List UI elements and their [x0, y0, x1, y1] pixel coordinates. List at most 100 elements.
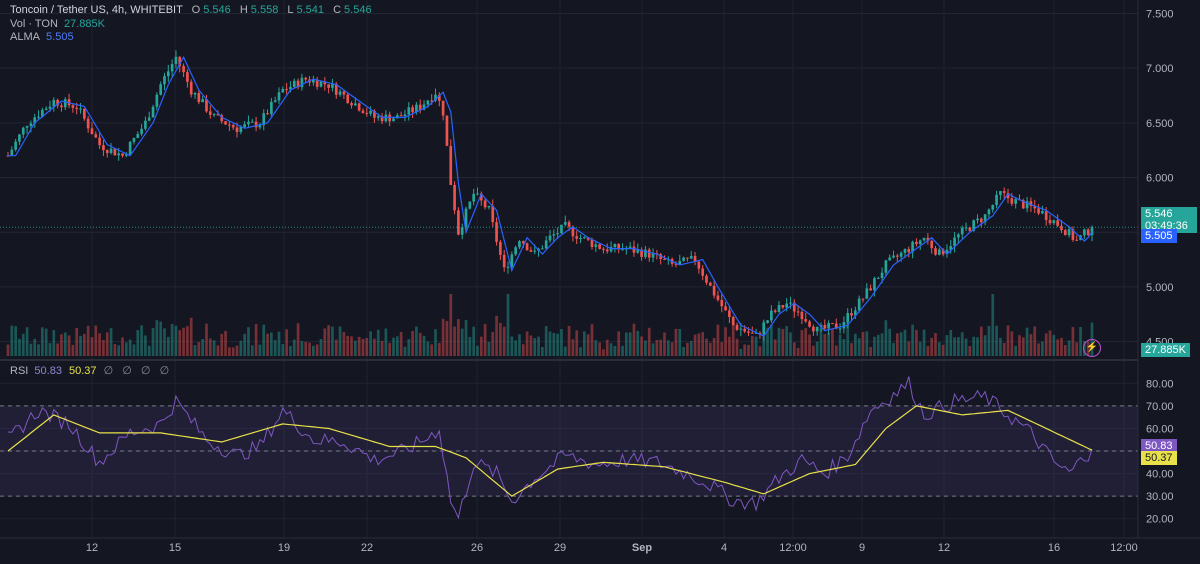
- volume-bar: [491, 332, 495, 356]
- candle-up: [426, 100, 430, 105]
- candle-up: [754, 332, 758, 334]
- candle-down: [712, 285, 716, 296]
- candle-up: [300, 77, 304, 88]
- volume-bar: [957, 337, 960, 356]
- alma-legend: ALMA 5.505: [10, 31, 74, 43]
- volume-bar: [453, 326, 456, 356]
- candle-up: [556, 233, 559, 235]
- candle-down: [850, 313, 853, 316]
- volume-bar: [888, 328, 892, 356]
- volume-bar: [457, 319, 460, 356]
- candle-down: [441, 100, 445, 116]
- volume-bar: [571, 339, 575, 356]
- volume-bar: [670, 342, 674, 356]
- volume-bar: [644, 340, 647, 356]
- volume-bar: [525, 331, 529, 356]
- candle-up: [739, 328, 743, 330]
- candle-down: [659, 254, 663, 259]
- volume-bar: [766, 327, 769, 356]
- candle-up: [770, 310, 773, 321]
- candle-down: [323, 81, 327, 85]
- candle-down: [743, 328, 746, 332]
- candle-down: [449, 145, 453, 186]
- candle-up: [854, 310, 857, 316]
- candle-down: [102, 145, 105, 151]
- candle-down: [693, 256, 697, 262]
- volume-bar: [979, 326, 983, 356]
- candle-down: [1021, 200, 1025, 209]
- candle-up: [644, 249, 647, 257]
- candle-up: [987, 209, 991, 215]
- candle-down: [231, 125, 235, 128]
- volume-bar: [121, 337, 124, 356]
- candle-down: [361, 110, 365, 113]
- candle-up: [838, 328, 842, 330]
- candle-up: [273, 100, 277, 102]
- volume-bar: [693, 334, 697, 356]
- volume-bar: [25, 327, 29, 356]
- candle-down: [189, 81, 193, 95]
- volume-bar: [632, 323, 636, 356]
- volume-bar: [1041, 341, 1044, 356]
- lightning-icon[interactable]: ⚡: [1083, 339, 1101, 357]
- candle-up: [613, 243, 617, 248]
- candle-up: [331, 83, 334, 88]
- volume-bar: [521, 344, 525, 356]
- candle-up: [18, 134, 21, 142]
- volume-bar: [224, 330, 227, 356]
- main-legend: Toncoin / Tether US, 4h, WHITEBIT O 5.546…: [10, 4, 378, 16]
- rsi-tick-label: 20.00: [1146, 514, 1174, 526]
- candle-up: [63, 99, 67, 108]
- candle-up: [1025, 201, 1029, 209]
- volume-bar: [1021, 337, 1025, 356]
- volume-bar: [598, 342, 601, 356]
- volume-bar: [1063, 345, 1067, 356]
- time-tick-label: 4: [721, 542, 727, 554]
- volume-bar: [621, 345, 624, 356]
- volume-bar: [1010, 331, 1014, 356]
- volume-bar: [541, 346, 544, 356]
- volume-bar: [128, 339, 132, 356]
- candle-up: [865, 288, 869, 299]
- candle-up: [44, 108, 48, 110]
- volume-bar: [819, 328, 823, 356]
- candle-down: [445, 115, 449, 146]
- volume-bar: [983, 335, 987, 356]
- candle-up: [144, 120, 147, 129]
- volume-bar: [1071, 327, 1075, 356]
- candle-down: [220, 115, 224, 122]
- candle-up: [873, 278, 876, 291]
- candle-up: [136, 133, 140, 139]
- volume-bar: [174, 325, 178, 356]
- candle-down: [182, 66, 185, 73]
- candle-down: [861, 298, 865, 300]
- candle-down: [529, 250, 533, 252]
- candle-down: [617, 243, 621, 250]
- volume-bar: [117, 345, 121, 356]
- candle-down: [453, 185, 456, 211]
- candle-down: [342, 91, 346, 95]
- volume-bar: [716, 324, 720, 356]
- volume-bar: [205, 323, 208, 356]
- volume-bar: [197, 342, 201, 356]
- volume-bar: [934, 333, 937, 356]
- candle-down: [1033, 205, 1037, 209]
- candle-up: [201, 99, 204, 103]
- volume-bar: [250, 345, 254, 356]
- volume-bar: [147, 345, 151, 356]
- volume-bar: [105, 332, 109, 356]
- time-tick-label: 22: [361, 542, 373, 554]
- volume-bar: [827, 332, 830, 356]
- volume-bar: [754, 336, 758, 356]
- alma-badge: 5.505: [1141, 229, 1177, 243]
- candle-down: [197, 93, 201, 103]
- candle-up: [976, 218, 979, 221]
- volume-bar: [189, 317, 193, 356]
- volume-bar: [609, 343, 613, 356]
- candle-up: [815, 326, 819, 332]
- volume-bar: [922, 329, 926, 356]
- volume-bar: [991, 294, 995, 356]
- empty-slot: ∅: [140, 365, 151, 377]
- candle-down: [567, 222, 571, 227]
